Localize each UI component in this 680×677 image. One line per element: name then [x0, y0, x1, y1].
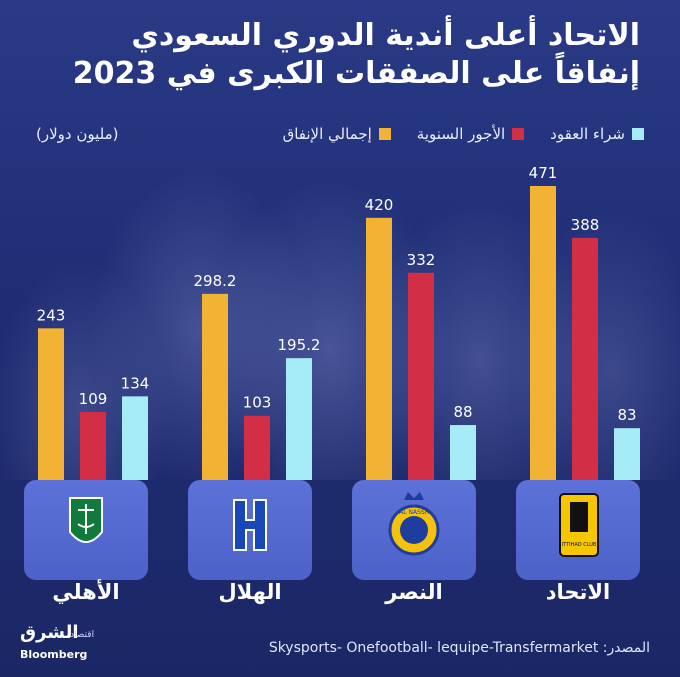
legend-swatch-contract-purchase: [632, 128, 644, 140]
legend: شراء العقود الأجور السنوية إجمالي الإنفا…: [36, 122, 644, 146]
asharq-bloomberg-logo: الشرق اقتصاد Bloomberg: [20, 620, 130, 668]
value-label-4-2: 388: [571, 216, 600, 234]
club-name-ittihad: الاتحاد: [545, 580, 611, 604]
bar-1-series-2: [80, 411, 106, 480]
value-label-1-2: 109: [79, 390, 108, 408]
legend-item-total-spending: إجمالي الإنفاق: [283, 125, 391, 143]
al-ahli-logo: [69, 497, 103, 543]
club-card-ahli: [24, 480, 148, 580]
nassr-ring-text: AL NASSR: [399, 509, 429, 516]
legend-item-annual-wages: الأجور السنوية: [416, 125, 525, 143]
legend-swatch-annual-wages: [512, 128, 525, 140]
club-name-nassr: النصر: [385, 580, 443, 604]
club-name-hilal: الهلال: [218, 580, 282, 604]
value-label-4-3: 83: [617, 406, 636, 424]
legend-label-contract-purchase: شراء العقود: [550, 125, 625, 143]
club-card-hilal: [188, 480, 312, 580]
legend-label-total-spending: إجمالي الإنفاق: [282, 125, 372, 143]
value-label-3-1: 420: [365, 196, 394, 214]
chart-title-line-2-text: إنفاقاً على الصفقات الكبرى في 2023: [72, 56, 640, 91]
bar-2-series-1: [202, 293, 228, 480]
bar-2-series-2: [244, 415, 270, 480]
bar-4-series-2: [572, 237, 598, 480]
bar-4-series-3: [614, 428, 640, 480]
background-photo: [0, 150, 680, 480]
bar-4-series-1: [530, 186, 556, 480]
bar-chart: 243 109 134 298.2 103 195.2 420 332 88 471 388 83: [37, 164, 640, 480]
brand-arabic: الشرق: [20, 622, 79, 643]
value-label-1-3: 134: [121, 374, 150, 392]
chart-title-line-2: إنفاقاً على الصفقات الكبرى في 2023: [73, 56, 640, 91]
ittihad-club-text: ITTIHAD CLUB: [562, 542, 597, 548]
bar-2-series-3: [286, 358, 312, 480]
al-ittihad-logo: ITTIHAD CLUB: [559, 493, 599, 557]
al-hilal-logo: [233, 499, 267, 551]
unit-label: (مليون دولار): [36, 125, 119, 143]
club-name-ahli: الأهلي: [52, 580, 120, 604]
legend-item-contract-purchase: شراء العقود: [550, 125, 644, 143]
club-card-ittihad: ITTIHAD CLUB: [516, 480, 640, 580]
bar-1-series-3: [122, 396, 148, 480]
value-label-2-1: 298.2: [194, 272, 237, 290]
brand-sub: اقتصاد: [70, 630, 95, 640]
chart-title-line-1: الاتحاد أعلى أندية الدوري السعودي: [131, 18, 640, 53]
source-note: Skysports- Onefootball- lequipe-Transfer…: [268, 640, 650, 656]
bar-3-series-2: [408, 272, 434, 480]
club-card-nassr: AL NASSR: [352, 480, 476, 580]
brand-english: Bloomberg: [20, 648, 88, 661]
value-label-4-1: 471: [529, 164, 558, 182]
bar-3-series-1: [366, 217, 392, 480]
value-label-3-3: 88: [453, 403, 472, 421]
bar-1-series-1: [38, 328, 64, 480]
legend-label-annual-wages: الأجور السنوية: [416, 125, 506, 143]
bar-3-series-3: [450, 425, 476, 480]
legend-swatch-total-spending: [378, 128, 391, 140]
value-label-2-3: 195.2: [278, 336, 321, 354]
al-nassr-logo: AL NASSR: [388, 492, 440, 556]
value-label-2-2: 103: [243, 394, 272, 412]
value-label-3-2: 332: [407, 251, 436, 269]
value-label-1-1: 243: [37, 306, 66, 324]
